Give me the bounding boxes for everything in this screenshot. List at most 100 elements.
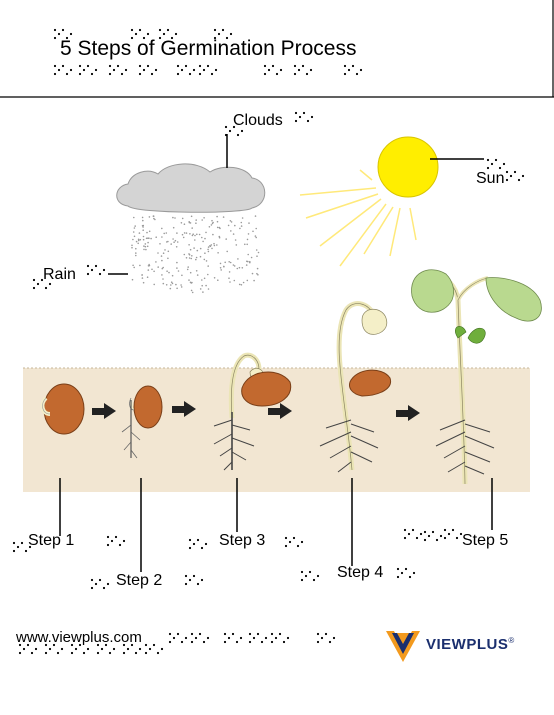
rain-drop bbox=[216, 244, 218, 246]
rain-drop bbox=[218, 236, 221, 239]
rain-drop bbox=[216, 215, 218, 218]
rain-drop bbox=[213, 277, 216, 279]
rain-drop bbox=[142, 229, 144, 231]
rain-drop bbox=[210, 244, 213, 246]
rain-drop bbox=[137, 239, 140, 242]
rain-drop bbox=[147, 269, 150, 271]
rain-drop bbox=[223, 265, 225, 268]
rain-drop bbox=[176, 267, 178, 269]
rain-drop bbox=[183, 253, 186, 256]
rain-drop bbox=[190, 257, 193, 260]
rain-drop bbox=[174, 217, 176, 219]
rain-drop bbox=[205, 260, 208, 262]
rain-drop bbox=[161, 236, 163, 238]
rain-drop bbox=[254, 235, 257, 237]
rain-drop bbox=[252, 230, 254, 233]
rain-drop bbox=[229, 261, 232, 264]
rain-drop bbox=[201, 219, 203, 221]
rain-drop bbox=[228, 261, 230, 263]
seed-step1 bbox=[40, 383, 85, 435]
rain-drop bbox=[145, 248, 147, 251]
sun bbox=[299, 136, 439, 267]
rain-drop bbox=[181, 274, 183, 277]
rain-drop bbox=[191, 281, 193, 284]
rain-drop bbox=[255, 236, 257, 239]
rain-drop bbox=[144, 245, 147, 248]
rain-drop bbox=[157, 266, 159, 268]
rain-drop bbox=[247, 233, 250, 235]
rain-drop bbox=[175, 246, 178, 248]
rain-drop bbox=[135, 252, 137, 254]
rain-drop bbox=[249, 261, 251, 264]
rain-drop bbox=[228, 277, 230, 280]
rain-drop bbox=[201, 284, 203, 287]
rain-drop bbox=[151, 268, 153, 271]
rain-drop bbox=[238, 266, 241, 269]
rain-drop bbox=[232, 233, 235, 235]
rain-drop bbox=[195, 258, 197, 261]
website-link[interactable]: www.viewplus.com bbox=[16, 629, 142, 646]
rain-drop bbox=[185, 232, 188, 234]
rain-drop bbox=[247, 253, 249, 256]
rain-drop bbox=[251, 272, 254, 275]
rain-drop bbox=[141, 274, 143, 276]
rain-drop bbox=[222, 216, 225, 218]
rain-drop bbox=[147, 241, 149, 244]
rain-drop bbox=[219, 267, 222, 269]
brand-wordmark: VIEWPLUS bbox=[426, 636, 509, 653]
rain-drop bbox=[175, 283, 177, 286]
rain-drop bbox=[196, 274, 199, 276]
rain-drop bbox=[161, 267, 164, 270]
rain-drop bbox=[234, 239, 237, 241]
rain-drop bbox=[150, 237, 152, 240]
rain-drop bbox=[192, 233, 194, 235]
rain-drop bbox=[148, 230, 151, 233]
rain-drop bbox=[139, 264, 141, 267]
rain-drop bbox=[185, 257, 188, 259]
rain-drop bbox=[167, 250, 170, 253]
rain-drop bbox=[203, 258, 206, 261]
rain-drop bbox=[202, 240, 204, 243]
rain-drop bbox=[142, 235, 145, 238]
rain-drop bbox=[256, 267, 259, 270]
brand-name: VIEWPLUS® bbox=[426, 636, 515, 653]
rain-drop bbox=[202, 291, 204, 293]
page-title: 5 Steps of Germination Process bbox=[60, 37, 357, 60]
rain-drop bbox=[199, 255, 202, 258]
rain-drop bbox=[172, 216, 174, 219]
rain-drop bbox=[153, 270, 155, 273]
rain-drop bbox=[135, 240, 138, 243]
rain-drop bbox=[177, 270, 180, 272]
rain-drop bbox=[165, 284, 168, 286]
arrow-4 bbox=[396, 405, 420, 421]
rain-drop bbox=[191, 227, 193, 229]
rain-drop bbox=[139, 238, 142, 241]
rain-drop bbox=[180, 286, 183, 288]
rain-drop bbox=[167, 257, 169, 260]
rain-drop bbox=[216, 220, 219, 223]
rain-drop bbox=[230, 221, 233, 223]
rain-drop bbox=[132, 238, 134, 241]
rain-drop bbox=[204, 252, 206, 254]
rain-drop bbox=[229, 220, 232, 222]
rain-drop bbox=[164, 249, 166, 251]
rain-drop bbox=[146, 276, 149, 279]
rain-drop bbox=[165, 232, 168, 234]
rain-drop bbox=[213, 244, 216, 247]
rain-drop bbox=[207, 288, 210, 290]
rain-drop bbox=[143, 248, 145, 251]
rain-drop bbox=[203, 277, 206, 280]
rain-drop bbox=[181, 233, 184, 236]
rain-drop bbox=[133, 227, 136, 229]
rain-drop bbox=[211, 219, 213, 222]
rain-drop bbox=[193, 247, 195, 249]
step3-label: Step 3 bbox=[219, 532, 266, 549]
rain-drop bbox=[194, 234, 196, 237]
rain-drop bbox=[186, 268, 189, 271]
rain-drop bbox=[240, 221, 243, 224]
rain-drop bbox=[170, 281, 173, 284]
rain-drop bbox=[195, 222, 197, 224]
rain-drop bbox=[162, 278, 164, 280]
rain-drop bbox=[133, 235, 136, 238]
